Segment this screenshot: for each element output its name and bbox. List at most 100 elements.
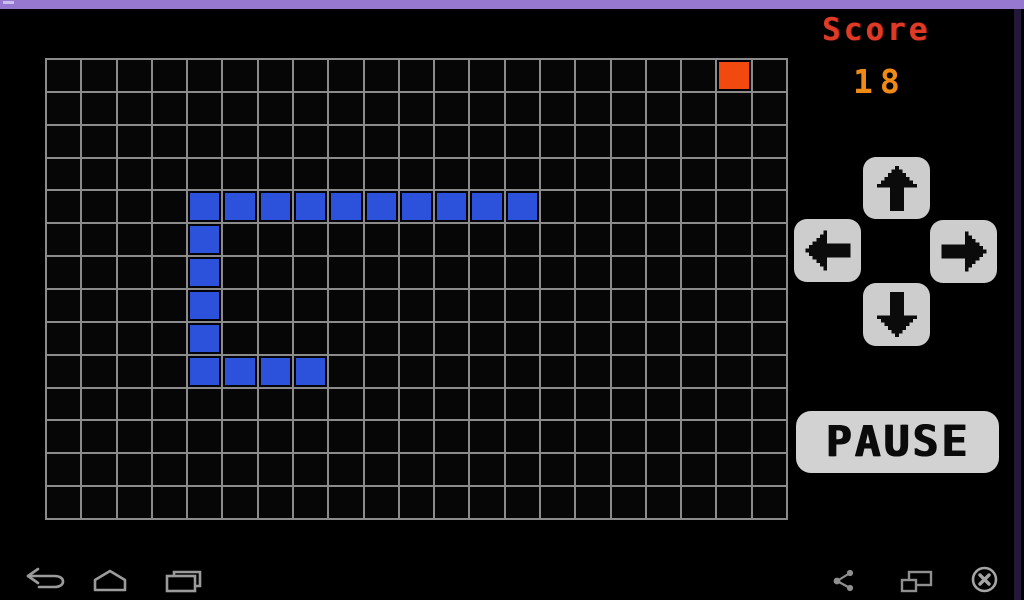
board-cell [505, 355, 539, 387]
board-cell [576, 454, 610, 486]
snake-segment [329, 191, 363, 223]
board-cell [364, 355, 398, 387]
board-cell [435, 454, 469, 486]
board-cell [152, 388, 187, 420]
board-cell [223, 290, 257, 321]
snake-segment [470, 191, 504, 223]
board-cell [540, 158, 575, 190]
board-cell [47, 454, 81, 486]
board-cell [752, 224, 786, 256]
window-top-highlight [3, 1, 14, 4]
dpad-right-button[interactable] [930, 220, 997, 283]
board-cell [117, 355, 151, 387]
board-cell [364, 454, 398, 486]
board-cell [329, 355, 363, 387]
board-cell [223, 60, 257, 91]
board-cell [293, 322, 328, 354]
dpad-left-button[interactable] [794, 219, 861, 282]
board-cell [82, 60, 116, 91]
board-cell [540, 290, 575, 321]
dpad-down-button[interactable] [863, 283, 930, 346]
board-cell [576, 257, 610, 288]
board-cell [258, 421, 292, 453]
board-cell [117, 158, 151, 190]
board-cell [682, 421, 716, 453]
board-cell [540, 487, 575, 518]
board-cell [258, 290, 292, 321]
board-cell [364, 322, 398, 354]
board-cell [611, 257, 645, 288]
board-cell [47, 158, 81, 190]
board-cell [576, 487, 610, 518]
close-button[interactable] [970, 565, 999, 594]
board-cell [188, 454, 222, 486]
board-cell [435, 388, 469, 420]
board-cell [505, 92, 539, 124]
board-cell [576, 60, 610, 91]
board-cell [293, 158, 328, 190]
board-cell [399, 454, 434, 486]
board-cell [82, 322, 116, 354]
board-cell [47, 224, 81, 256]
board-cell [364, 60, 398, 91]
board-cell [470, 322, 504, 354]
board-cell [611, 158, 645, 190]
board-cell [682, 322, 716, 354]
board-cell [717, 158, 751, 190]
board-cell [470, 421, 504, 453]
home-button[interactable] [91, 568, 129, 593]
board-cell [117, 421, 151, 453]
board-cell [576, 421, 610, 453]
board-cell [47, 125, 81, 157]
board-cell [682, 257, 716, 288]
board-cell [505, 60, 539, 91]
board-cell [505, 421, 539, 453]
board-cell [152, 125, 187, 157]
board-cell [223, 322, 257, 354]
board-cell [717, 257, 751, 288]
board-cell [611, 290, 645, 321]
snake-segment [188, 224, 222, 256]
board-cell [329, 125, 363, 157]
board-cell [152, 158, 187, 190]
snake-segment [258, 355, 292, 387]
pause-button[interactable]: PAUSE [796, 411, 999, 473]
board-cell [258, 158, 292, 190]
board-cell [682, 125, 716, 157]
board-cell [258, 257, 292, 288]
board-cell [223, 158, 257, 190]
board-cell [717, 191, 751, 223]
score-label: Score [822, 12, 931, 48]
board-cell [82, 290, 116, 321]
board-cell [470, 487, 504, 518]
board-cell [611, 191, 645, 223]
board-cell [540, 125, 575, 157]
right-arrow-icon [941, 231, 986, 272]
board-cell [611, 224, 645, 256]
dpad-up-button[interactable] [863, 157, 930, 219]
board-cell [293, 487, 328, 518]
recents-button[interactable] [165, 570, 202, 593]
board-cell [117, 487, 151, 518]
board-cell [646, 355, 681, 387]
board-cell [117, 290, 151, 321]
board-cell [152, 355, 187, 387]
board-cell [293, 290, 328, 321]
screen-switch-button[interactable] [900, 570, 933, 593]
back-button[interactable] [24, 567, 66, 593]
board-cell [682, 355, 716, 387]
board-cell [399, 421, 434, 453]
board-cell [258, 454, 292, 486]
board-cell [399, 224, 434, 256]
board-cell [117, 60, 151, 91]
board-cell [435, 487, 469, 518]
snake-segment [293, 355, 328, 387]
board-cell [223, 125, 257, 157]
board-cell [117, 224, 151, 256]
board-cell [293, 125, 328, 157]
board-cell [470, 454, 504, 486]
share-button[interactable] [831, 567, 857, 593]
snake-segment [188, 322, 222, 354]
board-cell [611, 92, 645, 124]
